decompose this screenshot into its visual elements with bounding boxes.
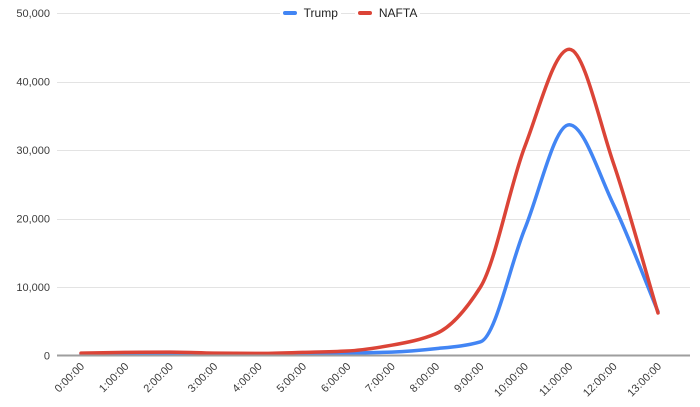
y-axis-tick-label: 30,000 [16,145,50,157]
y-axis-tick-label: 10,000 [16,282,50,294]
x-axis-tick-label: 3:00:00 [186,361,220,395]
x-axis-tick-label: 0:00:00 [53,361,87,395]
y-axis-tick-label: 50,000 [16,8,50,20]
x-axis-tick-label: 6:00:00 [319,361,353,395]
x-axis-tick-label: 12:00:00 [581,361,620,400]
series-line-trump [79,122,660,356]
x-axis-tick-label: 4:00:00 [230,361,264,395]
x-axis-tick-label: 2:00:00 [141,361,175,395]
x-axis-tick-label: 1:00:00 [97,361,131,395]
x-axis-tick-label: 13:00:00 [625,361,664,400]
y-axis-tick-label: 20,000 [16,214,50,226]
series-line-nafta [79,47,660,356]
x-axis-tick-label: 11:00:00 [537,361,575,399]
x-axis-tick-label: 9:00:00 [452,361,486,395]
x-axis-tick-label: 7:00:00 [363,361,397,395]
y-axis-tick-label: 0 [44,351,50,363]
x-axis-tick-label: 5:00:00 [275,361,309,395]
x-axis-tick-label: 10:00:00 [492,361,531,400]
y-axis-tick-label: 40,000 [16,77,50,89]
x-axis-tick-label: 8:00:00 [408,361,442,395]
